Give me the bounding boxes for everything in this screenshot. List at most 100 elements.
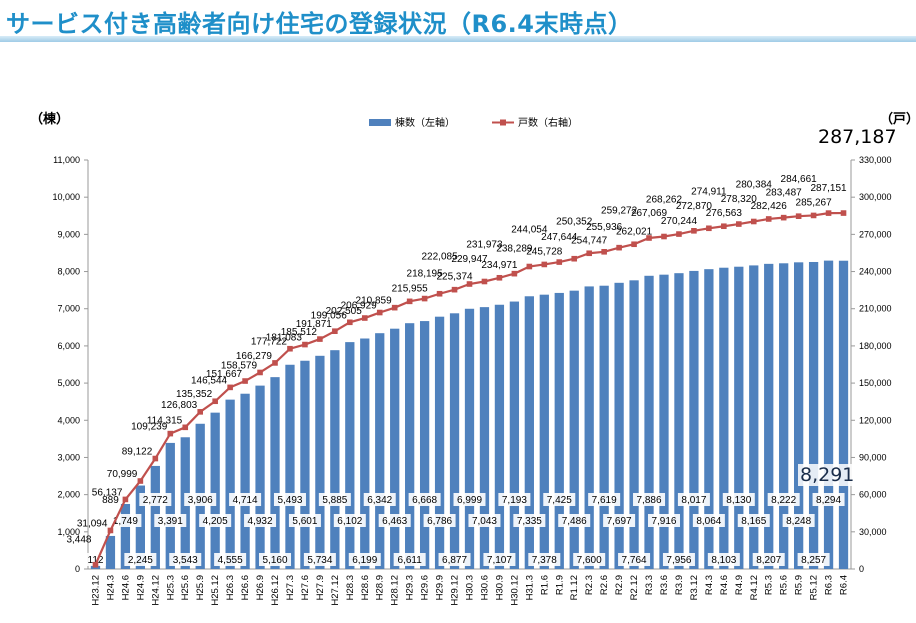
line-value-label: 158,579 <box>221 360 258 371</box>
line-marker <box>481 278 488 285</box>
bar-value-label-bg <box>603 514 636 527</box>
line-marker <box>152 455 159 462</box>
x-tick-label: H30.3 <box>465 575 476 600</box>
right-axis-unit: （戸） <box>880 112 916 127</box>
bar-value-label: 5,885 <box>322 495 347 506</box>
bar <box>779 263 789 569</box>
line-value-label: 231,973 <box>466 239 503 250</box>
line-marker <box>780 214 787 221</box>
line-marker <box>272 360 278 366</box>
bar <box>674 273 684 569</box>
x-tick-label: H25.3 <box>165 575 176 600</box>
line-value-label: 185,512 <box>281 327 318 338</box>
bar <box>210 412 220 569</box>
line-marker <box>571 255 578 262</box>
bar-value-label: 3,543 <box>173 555 198 566</box>
bar <box>135 485 146 569</box>
bar-value-label-bg <box>558 514 591 527</box>
bar <box>360 338 370 569</box>
line-value-label: 280,384 <box>736 179 773 190</box>
left-tick-label: 4,000 <box>57 415 80 425</box>
line-value-label: 254,747 <box>571 235 608 246</box>
left-tick-label: 5,000 <box>57 378 80 388</box>
line-marker <box>840 210 847 216</box>
x-tick-label: H27.9 <box>315 575 326 600</box>
bar-value-label: 7,107 <box>487 555 512 566</box>
bar-value-label-bg <box>348 553 381 566</box>
left-tick-label: 3,000 <box>57 452 80 462</box>
bar-value-label-bg <box>812 493 845 506</box>
line-value-label: 202,505 <box>326 306 363 317</box>
bar-value-label: 8,103 <box>711 555 736 566</box>
x-tick-label: R2.12 <box>629 575 640 600</box>
x-tick-label: H29.6 <box>420 575 431 600</box>
line-marker <box>631 241 637 248</box>
bar <box>449 313 460 569</box>
bar-value-label-bg <box>662 553 695 566</box>
x-tick-label: H25.6 <box>180 575 191 600</box>
line-value-label: 259,272 <box>601 206 638 217</box>
bar-value-label-bg <box>647 514 680 527</box>
x-tick-label: R4.3 <box>704 575 715 595</box>
bar <box>749 265 759 569</box>
left-tick-label: 0 <box>75 564 80 574</box>
bar-value-label-bg <box>573 553 606 566</box>
x-tick-label: H26.3 <box>225 575 236 600</box>
line-marker <box>361 315 368 321</box>
x-tick-label: R3.6 <box>659 575 670 595</box>
total-units-label: 287,187 <box>818 126 897 148</box>
line-marker <box>601 248 607 255</box>
bar <box>494 304 505 569</box>
bar-value-label: 6,611 <box>398 555 423 566</box>
bar-value-label: 3,906 <box>188 495 213 506</box>
x-tick-label: H27.12 <box>330 575 341 606</box>
bar-value-label: 8,248 <box>786 516 811 527</box>
x-tick-label: R4.12 <box>749 575 760 600</box>
line-value-label: 166,279 <box>236 351 273 362</box>
bar <box>599 285 609 569</box>
x-tick-label: H27.3 <box>285 575 296 600</box>
line-marker <box>197 409 204 415</box>
bar-value-label: 7,378 <box>532 555 557 566</box>
line-value-label: 56,137 <box>92 487 123 498</box>
line-marker <box>242 378 248 384</box>
line-marker <box>646 235 652 241</box>
bar-value-label-bg <box>498 493 531 506</box>
x-tick-label: R1.12 <box>569 575 580 600</box>
bar-value-label-bg <box>752 553 785 566</box>
bar <box>105 535 116 569</box>
right-tick-label: 180,000 <box>859 341 892 351</box>
line-marker <box>137 478 144 484</box>
line-value-label: 31,094 <box>77 518 108 529</box>
line-marker <box>347 319 353 326</box>
bar-value-label: 6,786 <box>427 516 452 527</box>
bar-value-label: 4,932 <box>248 516 273 527</box>
bar-value-label: 8,017 <box>681 495 706 506</box>
bar <box>434 316 445 569</box>
line-value-label: 268,262 <box>646 195 683 206</box>
line-value-label: 89,122 <box>122 447 153 458</box>
bar <box>345 342 355 569</box>
bar <box>240 393 250 569</box>
bar-value-label: 7,956 <box>666 555 691 566</box>
bar-value-label-bg <box>333 514 366 527</box>
right-tick-label: 90,000 <box>859 452 887 462</box>
x-tick-label: R5.3 <box>764 575 775 595</box>
line-marker <box>376 309 383 316</box>
left-tick-label: 1,000 <box>57 527 80 537</box>
legend-bar-label: 棟数（左軸） <box>395 116 455 129</box>
bar-value-label-bg <box>528 553 561 566</box>
bar-value-label-bg <box>782 514 815 527</box>
bar <box>524 296 534 569</box>
line-value-label: 114,315 <box>147 415 183 426</box>
x-tick-label: R1.9 <box>554 575 565 595</box>
bar-value-label-bg <box>244 514 277 527</box>
left-tick-label: 10,000 <box>52 192 80 202</box>
bar <box>823 260 834 569</box>
x-tick-label: H28.12 <box>390 575 401 606</box>
bar <box>838 260 849 569</box>
bar-value-label: 8,165 <box>741 516 766 527</box>
bar-value-label-bg <box>633 493 666 506</box>
left-tick-label: 11,000 <box>53 155 80 165</box>
bar <box>554 292 564 569</box>
